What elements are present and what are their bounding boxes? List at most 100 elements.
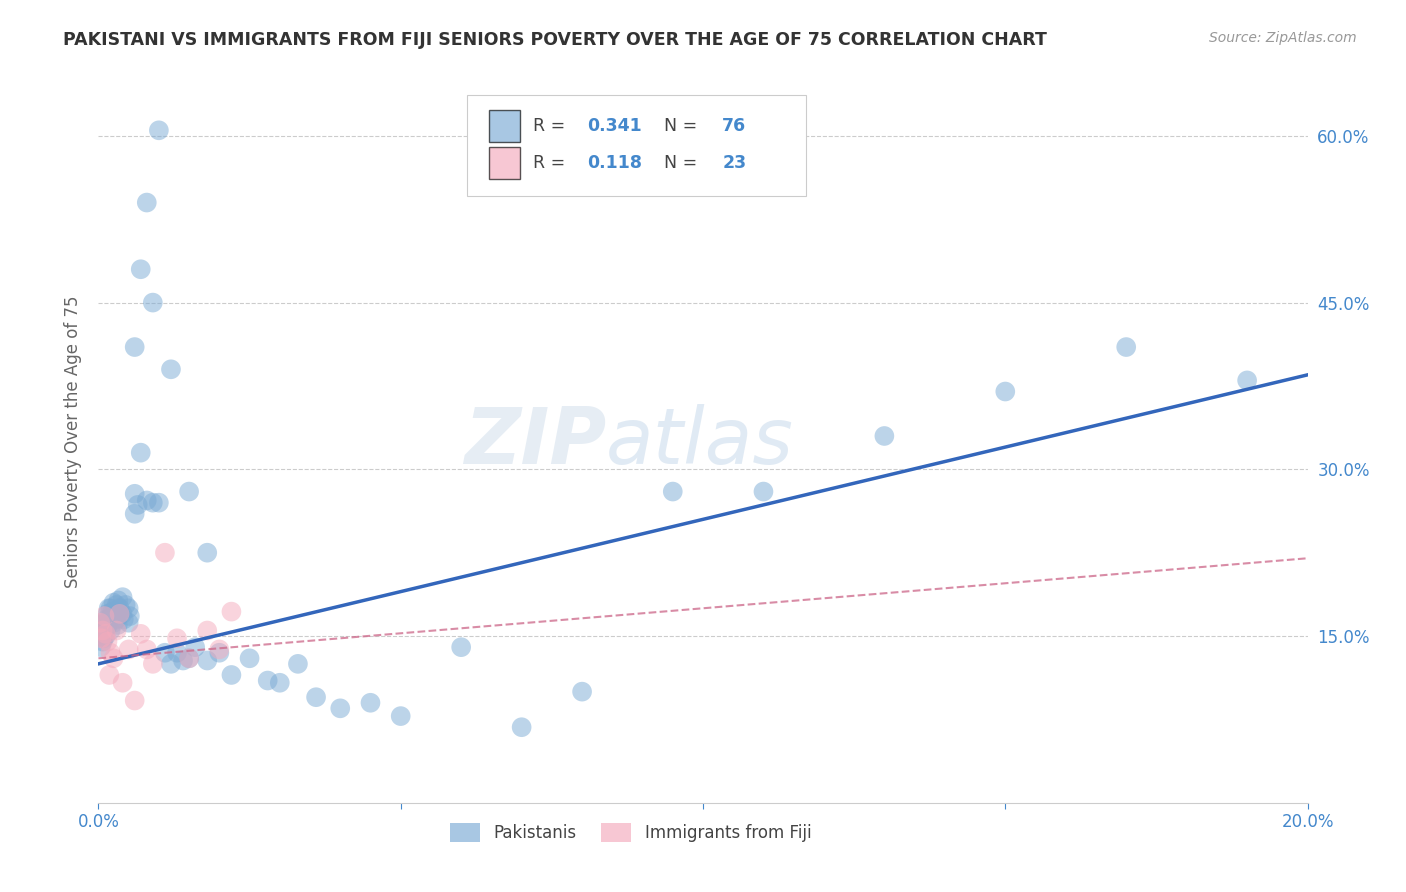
Point	[184, 640, 207, 655]
Point	[208, 646, 231, 660]
Point	[510, 720, 533, 734]
Point	[93, 615, 115, 630]
Point	[94, 629, 117, 643]
Point	[111, 675, 134, 690]
Point	[124, 487, 146, 501]
Point	[752, 484, 775, 499]
Point	[100, 609, 122, 624]
Point	[269, 675, 291, 690]
Point	[166, 646, 188, 660]
Point	[96, 607, 118, 621]
Point	[91, 629, 114, 643]
Point	[114, 598, 136, 612]
Point	[571, 684, 593, 698]
Point	[103, 615, 125, 630]
Point	[195, 653, 218, 667]
Legend: Pakistanis, Immigrants from Fiji: Pakistanis, Immigrants from Fiji	[443, 816, 818, 848]
Point	[166, 632, 188, 646]
Point	[90, 618, 112, 632]
Text: 0.341: 0.341	[586, 117, 641, 135]
Point	[96, 612, 118, 626]
FancyBboxPatch shape	[489, 147, 520, 179]
Text: PAKISTANI VS IMMIGRANTS FROM FIJI SENIORS POVERTY OVER THE AGE OF 75 CORRELATION: PAKISTANI VS IMMIGRANTS FROM FIJI SENIOR…	[63, 31, 1047, 49]
Point	[135, 642, 157, 657]
Point	[107, 618, 129, 632]
Point	[208, 642, 231, 657]
Point	[142, 657, 165, 671]
Point	[118, 601, 141, 615]
Point	[221, 668, 243, 682]
Point	[100, 624, 122, 638]
Point	[111, 590, 134, 604]
Point	[148, 123, 170, 137]
Point	[98, 612, 121, 626]
Point	[93, 624, 115, 638]
Point	[389, 709, 412, 723]
Point	[256, 673, 278, 688]
Text: 76: 76	[723, 117, 747, 135]
Point	[100, 601, 122, 615]
Point	[142, 295, 165, 310]
Point	[450, 640, 472, 655]
Point	[873, 429, 896, 443]
Point	[1236, 373, 1258, 387]
Text: Source: ZipAtlas.com: Source: ZipAtlas.com	[1209, 31, 1357, 45]
Point	[105, 624, 128, 638]
Point	[89, 615, 111, 630]
Point	[135, 195, 157, 210]
Point	[91, 624, 114, 638]
Point	[195, 624, 218, 638]
Point	[108, 607, 131, 621]
Point	[153, 646, 176, 660]
Text: 0.118: 0.118	[586, 154, 643, 172]
Point	[90, 632, 112, 646]
Point	[108, 601, 131, 615]
Point	[90, 640, 112, 655]
Point	[153, 546, 176, 560]
Point	[97, 601, 120, 615]
Point	[118, 642, 141, 657]
Point	[118, 609, 141, 624]
Point	[91, 624, 114, 638]
Text: 23: 23	[723, 154, 747, 172]
Text: N =: N =	[654, 154, 703, 172]
Point	[994, 384, 1017, 399]
Y-axis label: Seniors Poverty Over the Age of 75: Seniors Poverty Over the Age of 75	[63, 295, 82, 588]
Text: R =: R =	[533, 117, 571, 135]
Text: ZIP: ZIP	[464, 403, 606, 480]
Point	[129, 627, 152, 641]
Point	[118, 615, 141, 630]
Point	[93, 609, 115, 624]
Point	[103, 596, 125, 610]
Point	[96, 620, 118, 634]
Point	[127, 498, 149, 512]
Point	[221, 605, 243, 619]
Point	[101, 605, 124, 619]
Point	[287, 657, 309, 671]
Point	[172, 653, 194, 667]
Point	[97, 618, 120, 632]
Point	[148, 496, 170, 510]
Point	[96, 634, 118, 648]
Point	[179, 651, 201, 665]
Point	[93, 632, 115, 646]
Point	[111, 607, 134, 621]
FancyBboxPatch shape	[489, 110, 520, 142]
Point	[94, 627, 117, 641]
Text: R =: R =	[533, 154, 571, 172]
Point	[1115, 340, 1137, 354]
Point	[129, 262, 152, 277]
Point	[661, 484, 683, 499]
Point	[305, 690, 328, 705]
Point	[104, 607, 127, 621]
Point	[160, 362, 183, 376]
Point	[89, 624, 111, 638]
Point	[124, 507, 146, 521]
Point	[105, 612, 128, 626]
Point	[105, 598, 128, 612]
Point	[329, 701, 352, 715]
Point	[239, 651, 262, 665]
Point	[195, 546, 218, 560]
Point	[100, 646, 122, 660]
Point	[160, 657, 183, 671]
